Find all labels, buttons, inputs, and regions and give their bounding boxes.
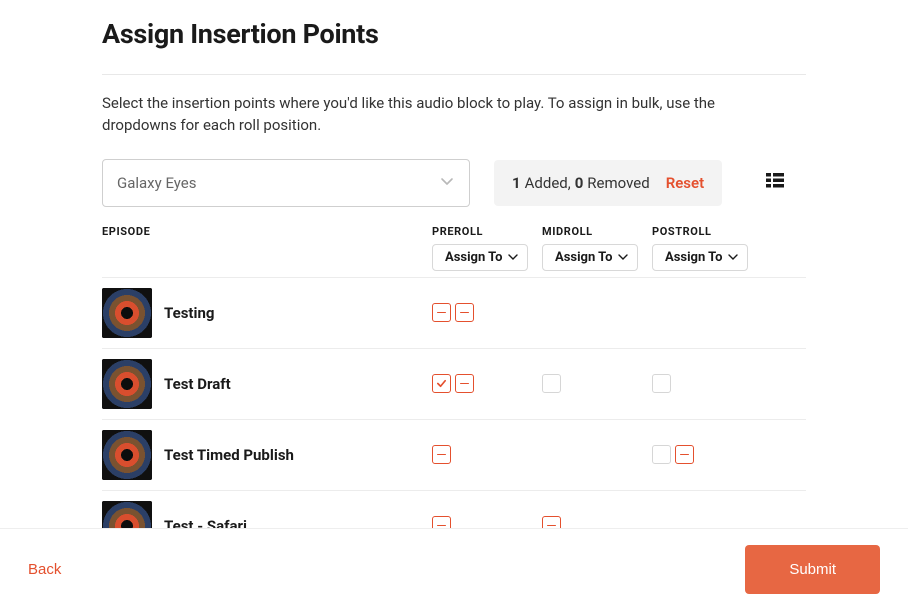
table-header: EPISODE PREROLL Assign To MIDROLL Assign… [102, 225, 806, 271]
episode-title: Test Draft [164, 375, 231, 393]
episode-title: Test Timed Publish [164, 446, 294, 464]
slot-remove[interactable] [455, 303, 474, 322]
summary-pill: 1 Added, 0 Removed Reset [494, 160, 722, 206]
midroll-cell [542, 374, 652, 393]
slot-empty[interactable] [542, 374, 561, 393]
midroll-assign-dropdown[interactable]: Assign To [542, 244, 638, 271]
assign-to-label: Assign To [555, 250, 612, 265]
episode-row: Test Timed Publish [102, 419, 806, 490]
col-preroll-label: PREROLL [432, 225, 542, 238]
col-episode-label: EPISODE [102, 225, 432, 238]
slot-remove[interactable] [432, 445, 451, 464]
preroll-cell [432, 303, 542, 322]
podcast-select[interactable]: Galaxy Eyes [102, 159, 470, 207]
episode-info: Test Timed Publish [102, 430, 432, 480]
removed-count: 0 [575, 174, 584, 192]
episode-row: Test Draft [102, 348, 806, 419]
preroll-cell [432, 374, 542, 393]
episode-info: Test Draft [102, 359, 432, 409]
added-label: Added, [525, 174, 571, 192]
podcast-select-value: Galaxy Eyes [117, 174, 196, 192]
preroll-cell [432, 445, 542, 464]
episode-row: Testing [102, 277, 806, 348]
assign-to-label: Assign To [665, 250, 722, 265]
controls-row: Galaxy Eyes 1 Added, 0 Removed Reset [102, 159, 806, 207]
slot-checked[interactable] [432, 374, 451, 393]
footer: Back Submit [0, 528, 908, 610]
episode-thumbnail [102, 288, 152, 338]
slot-empty[interactable] [652, 374, 671, 393]
episode-thumbnail [102, 359, 152, 409]
divider [102, 74, 806, 75]
chevron-down-icon [439, 173, 455, 193]
added-count: 1 [512, 174, 521, 192]
postroll-cell [652, 445, 762, 464]
assign-to-label: Assign To [445, 250, 502, 265]
removed-label: Removed [587, 174, 649, 192]
episodes-list: TestingTest DraftTest Timed PublishTest … [102, 277, 806, 561]
submit-button[interactable]: Submit [745, 545, 880, 594]
slot-remove[interactable] [432, 303, 451, 322]
slot-remove[interactable] [675, 445, 694, 464]
preroll-assign-dropdown[interactable]: Assign To [432, 244, 528, 271]
postroll-cell [652, 374, 762, 393]
view-toggle-icon[interactable] [766, 173, 784, 192]
episode-thumbnail [102, 430, 152, 480]
episode-info: Testing [102, 288, 432, 338]
postroll-assign-dropdown[interactable]: Assign To [652, 244, 748, 271]
episode-title: Testing [164, 304, 214, 322]
slot-empty[interactable] [652, 445, 671, 464]
reset-button[interactable]: Reset [666, 174, 704, 192]
page-description: Select the insertion points where you'd … [102, 93, 742, 137]
col-midroll-label: MIDROLL [542, 225, 652, 238]
col-postroll-label: POSTROLL [652, 225, 762, 238]
slot-remove[interactable] [455, 374, 474, 393]
back-button[interactable]: Back [28, 561, 61, 578]
page-title: Assign Insertion Points [102, 18, 806, 50]
